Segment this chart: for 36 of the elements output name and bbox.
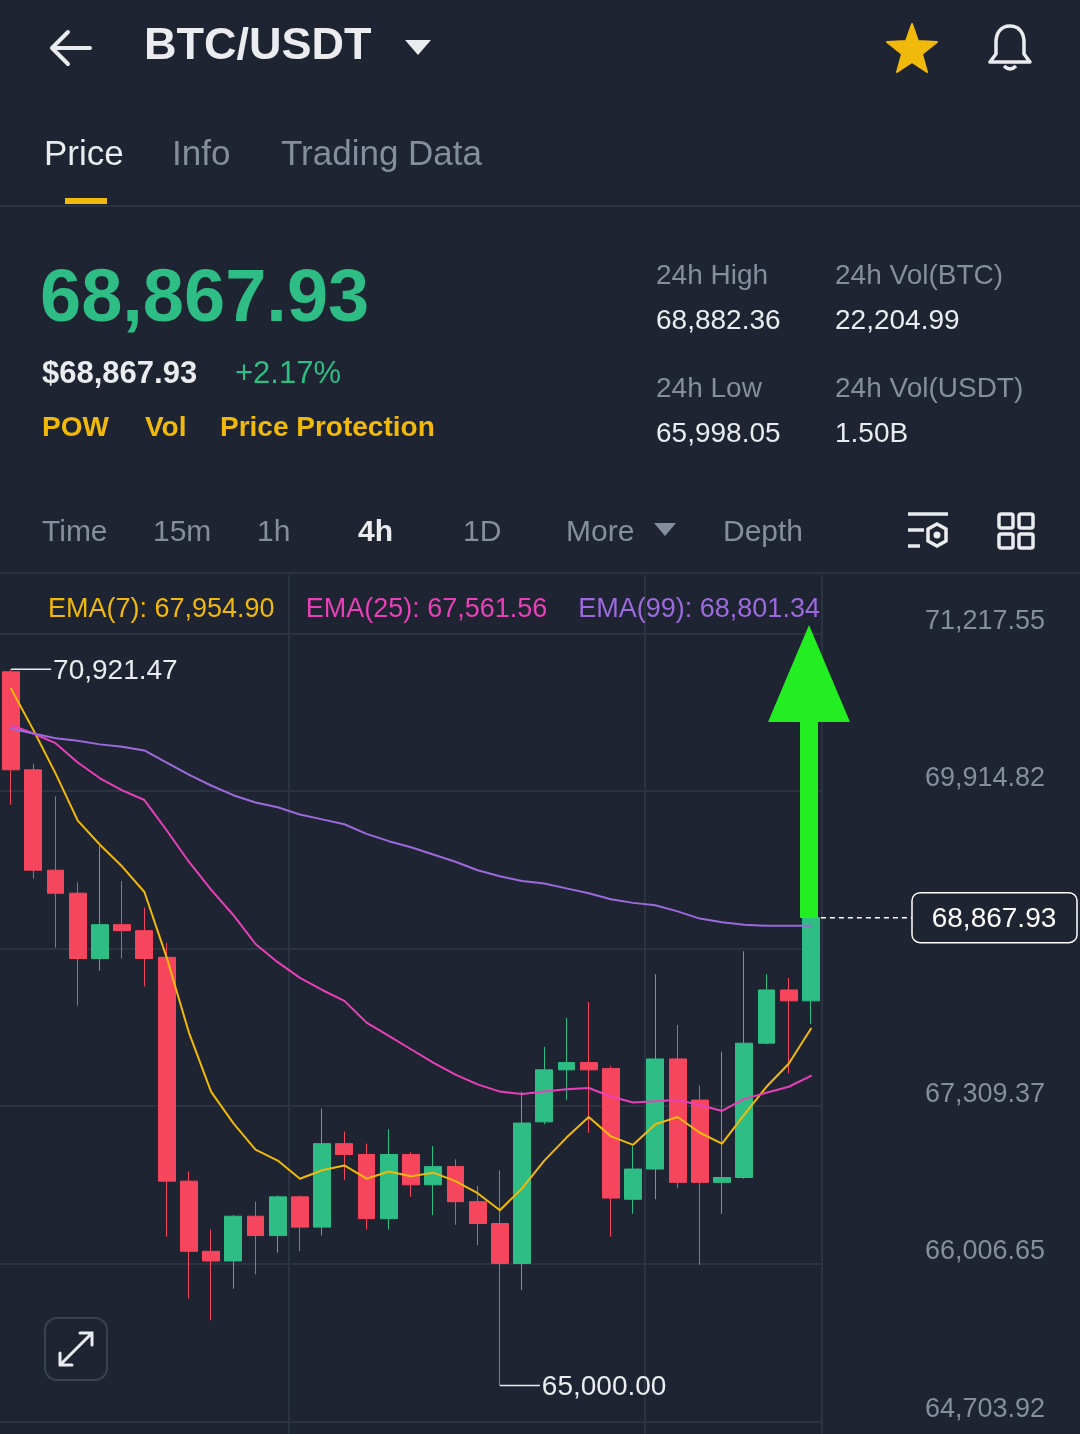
text: 68,867.93 xyxy=(40,253,370,339)
y-tick-label: 67,309.37 xyxy=(925,1077,1046,1108)
text: 24h Vol(USDT) xyxy=(835,371,1024,405)
ref-line-label: 68,867.93 xyxy=(931,902,1057,934)
annotation: 70,921.47 xyxy=(53,653,178,685)
text: POW xyxy=(42,410,109,444)
text: 1.50B xyxy=(835,416,909,450)
text: 15m xyxy=(153,513,212,549)
annotation: 65,000.00 xyxy=(541,1370,667,1402)
text: 4h xyxy=(358,513,394,549)
text: +2.17% xyxy=(235,354,342,392)
text: $68,867.93 xyxy=(42,354,198,392)
text: Trading Data xyxy=(281,132,483,174)
text: Time xyxy=(42,513,108,549)
text: EMA(7): 67,954.90 xyxy=(48,592,275,623)
y-tick-label: 71,217.55 xyxy=(925,604,1046,635)
text: Price xyxy=(44,132,124,174)
y-tick-label: 69,914.82 xyxy=(925,762,1046,793)
text: 68,882.36 xyxy=(656,303,781,337)
text: Vol xyxy=(145,410,187,444)
text: 22,204.99 xyxy=(835,303,960,337)
text: Depth xyxy=(723,513,804,549)
text: More xyxy=(566,513,635,549)
text: Price Protection xyxy=(220,410,435,444)
text: EMA(99): 68,801.34 xyxy=(578,592,820,623)
text: 24h High xyxy=(656,258,769,292)
text: 1D xyxy=(463,513,502,549)
text: 24h Low xyxy=(656,371,762,405)
text: 1h xyxy=(257,513,291,549)
text: EMA(25): 67,561.56 xyxy=(305,592,548,623)
y-tick-label: 66,006.65 xyxy=(925,1235,1046,1266)
text: 24h Vol(BTC) xyxy=(835,258,1004,292)
text: Info xyxy=(172,132,231,174)
text: 65,998.05 xyxy=(656,416,781,450)
y-tick-label: 64,703.92 xyxy=(925,1392,1046,1423)
chart-title: BTC/USDT xyxy=(144,18,372,70)
